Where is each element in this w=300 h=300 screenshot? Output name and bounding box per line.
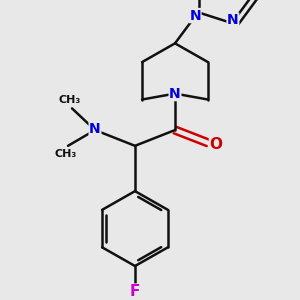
Text: O: O <box>209 137 223 152</box>
Text: CH₃: CH₃ <box>55 149 77 159</box>
Text: N: N <box>189 9 201 22</box>
Text: CH₃: CH₃ <box>59 95 81 106</box>
Text: N: N <box>227 13 239 27</box>
Text: F: F <box>130 284 140 299</box>
Text: N: N <box>169 87 181 100</box>
Text: N: N <box>89 122 101 136</box>
